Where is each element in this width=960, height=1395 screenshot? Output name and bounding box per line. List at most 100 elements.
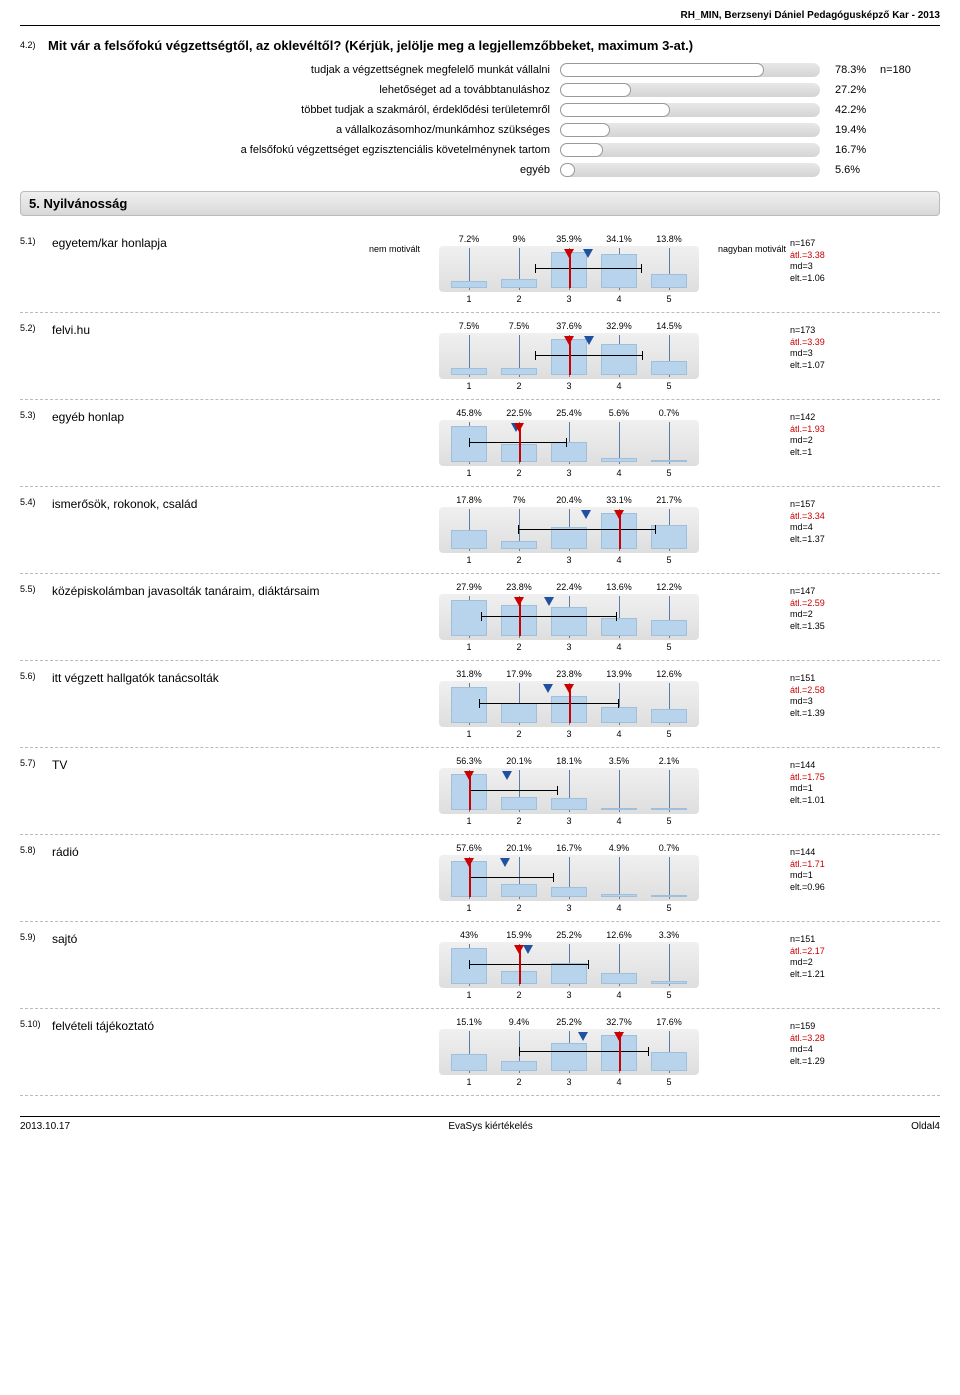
likert-right-anchor <box>714 669 790 679</box>
likert-row: 5.7) TV 56.3%20.1%18.1%3.5%2.1% 12345 n=… <box>20 748 940 835</box>
bar-pct: 5.6% <box>820 164 880 176</box>
bar-row: tudjak a végzettségnek megfelelő munkát … <box>20 63 940 77</box>
likert-stats: n=151átl.=2.58md=3elt.=1.39 <box>790 669 860 720</box>
bar-label: tudjak a végzettségnek megfelelő munkát … <box>20 64 560 76</box>
bar-track <box>560 163 820 177</box>
bar-track <box>560 83 820 97</box>
likert-right-anchor <box>714 756 790 766</box>
bar-row: a felsőfokú végzettséget egzisztenciális… <box>20 143 940 157</box>
likert-stats: n=159átl.=3.28md=4elt.=1.29 <box>790 1017 860 1068</box>
likert-stats: n=151átl.=2.17md=2elt.=1.21 <box>790 930 860 981</box>
page-footer: 2013.10.17 EvaSys kiértékelés Oldal4 <box>20 1116 940 1132</box>
likert-chart: 7.5%7.5%37.6%32.9%14.5% 12345 <box>424 321 714 391</box>
likert-right-anchor <box>714 843 790 853</box>
likert-num: 5.3) <box>20 408 52 420</box>
bar-label: egyéb <box>20 164 560 176</box>
bar-label: lehetőséget ad a továbbtanuláshoz <box>20 84 560 96</box>
likert-chart: 57.6%20.1%16.7%4.9%0.7% 12345 <box>424 843 714 913</box>
page-header: RH_MIN, Berzsenyi Dániel Pedagógusképző … <box>20 10 940 26</box>
likert-label: rádió <box>52 843 362 859</box>
bar-pct: 78.3% <box>820 64 880 76</box>
likert-right-anchor <box>714 495 790 505</box>
likert-label: ismerősök, rokonok, család <box>52 495 362 511</box>
q-text: Mit vár a felsőfokú végzettségtől, az ok… <box>48 38 940 53</box>
likert-chart: 17.8%7%20.4%33.1%21.7% 12345 <box>424 495 714 565</box>
likert-stats: n=144átl.=1.71md=1elt.=0.96 <box>790 843 860 894</box>
bar-pct: 16.7% <box>820 144 880 156</box>
likert-left-anchor: nem motivált <box>362 234 424 254</box>
likert-stats: n=144átl.=1.75md=1elt.=1.01 <box>790 756 860 807</box>
likert-stats: n=157átl.=3.34md=4elt.=1.37 <box>790 495 860 546</box>
section-5-header: 5. Nyilvánosság <box>20 191 940 216</box>
likert-chart: 27.9%23.8%22.4%13.6%12.2% 12345 <box>424 582 714 652</box>
bar-pct: 27.2% <box>820 84 880 96</box>
likert-right-anchor: nagyban motivált <box>714 234 790 254</box>
likert-row: 5.4) ismerősök, rokonok, család 17.8%7%2… <box>20 487 940 574</box>
q-num: 4.2) <box>20 38 48 50</box>
likert-stats: n=167átl.=3.38md=3elt.=1.06 <box>790 234 860 285</box>
likert-num: 5.10) <box>20 1017 52 1029</box>
likert-right-anchor <box>714 408 790 418</box>
likert-label: TV <box>52 756 362 772</box>
likert-chart: 43%15.9%25.2%12.6%3.3% 12345 <box>424 930 714 1000</box>
likert-label: sajtó <box>52 930 362 946</box>
likert-row: 5.1) egyetem/kar honlapja nem motivált 7… <box>20 226 940 313</box>
likert-stats: n=147átl.=2.59md=2elt.=1.35 <box>790 582 860 633</box>
likert-right-anchor <box>714 930 790 940</box>
likert-label: itt végzett hallgatók tanácsolták <box>52 669 362 685</box>
likert-left-anchor <box>362 1017 424 1027</box>
likert-label: középiskolámban javasolták tanáraim, diá… <box>52 582 362 598</box>
likert-chart: 7.2%9%35.9%34.1%13.8% 12345 <box>424 234 714 304</box>
footer-mid: EvaSys kiértékelés <box>448 1121 532 1132</box>
bar-track <box>560 63 820 77</box>
likert-row: 5.9) sajtó 43%15.9%25.2%12.6%3.3% 12345 … <box>20 922 940 1009</box>
question-4-2: 4.2) Mit vár a felsőfokú végzettségtől, … <box>20 38 940 53</box>
likert-row: 5.3) egyéb honlap 45.8%22.5%25.4%5.6%0.7… <box>20 400 940 487</box>
likert-right-anchor <box>714 582 790 592</box>
likert-label: egyetem/kar honlapja <box>52 234 362 250</box>
bar-row: a vállalkozásomhoz/munkámhoz szükséges 1… <box>20 123 940 137</box>
likert-left-anchor <box>362 756 424 766</box>
likert-num: 5.1) <box>20 234 52 246</box>
bar-row: lehetőséget ad a továbbtanuláshoz 27.2% <box>20 83 940 97</box>
bar-label: a felsőfokú végzettséget egzisztenciális… <box>20 144 560 156</box>
bar-chart-q42: tudjak a végzettségnek megfelelő munkát … <box>20 63 940 177</box>
likert-num: 5.9) <box>20 930 52 942</box>
likert-row: 5.2) felvi.hu 7.5%7.5%37.6%32.9%14.5% 12… <box>20 313 940 400</box>
likert-num: 5.6) <box>20 669 52 681</box>
footer-page: Oldal4 <box>911 1121 940 1132</box>
likert-chart: 56.3%20.1%18.1%3.5%2.1% 12345 <box>424 756 714 826</box>
likert-chart: 31.8%17.9%23.8%13.9%12.6% 12345 <box>424 669 714 739</box>
bar-n: n=180 <box>880 64 940 76</box>
likert-row: 5.6) itt végzett hallgatók tanácsolták 3… <box>20 661 940 748</box>
likert-left-anchor <box>362 582 424 592</box>
likert-num: 5.7) <box>20 756 52 768</box>
likert-left-anchor <box>362 843 424 853</box>
likert-stats: n=173átl.=3.39md=3elt.=1.07 <box>790 321 860 372</box>
likert-row: 5.5) középiskolámban javasolták tanáraim… <box>20 574 940 661</box>
footer-date: 2013.10.17 <box>20 1121 70 1132</box>
likert-stats: n=142átl.=1.93md=2elt.=1 <box>790 408 860 459</box>
likert-row: 5.10) felvételi tájékoztató 15.1%9.4%25.… <box>20 1009 940 1096</box>
likert-right-anchor <box>714 321 790 331</box>
likert-label: felvi.hu <box>52 321 362 337</box>
likert-right-anchor <box>714 1017 790 1027</box>
likert-num: 5.8) <box>20 843 52 855</box>
likert-num: 5.5) <box>20 582 52 594</box>
bar-track <box>560 143 820 157</box>
likert-left-anchor <box>362 408 424 418</box>
likert-left-anchor <box>362 669 424 679</box>
bar-row: többet tudjak a szakmáról, érdeklődési t… <box>20 103 940 117</box>
likert-left-anchor <box>362 930 424 940</box>
bar-label: a vállalkozásomhoz/munkámhoz szükséges <box>20 124 560 136</box>
bar-track <box>560 123 820 137</box>
likert-chart: 15.1%9.4%25.2%32.7%17.6% 12345 <box>424 1017 714 1087</box>
bar-track <box>560 103 820 117</box>
bar-pct: 42.2% <box>820 104 880 116</box>
likert-left-anchor <box>362 495 424 505</box>
likert-left-anchor <box>362 321 424 331</box>
likert-num: 5.4) <box>20 495 52 507</box>
likert-label: egyéb honlap <box>52 408 362 424</box>
likert-label: felvételi tájékoztató <box>52 1017 362 1033</box>
likert-chart: 45.8%22.5%25.4%5.6%0.7% 12345 <box>424 408 714 478</box>
